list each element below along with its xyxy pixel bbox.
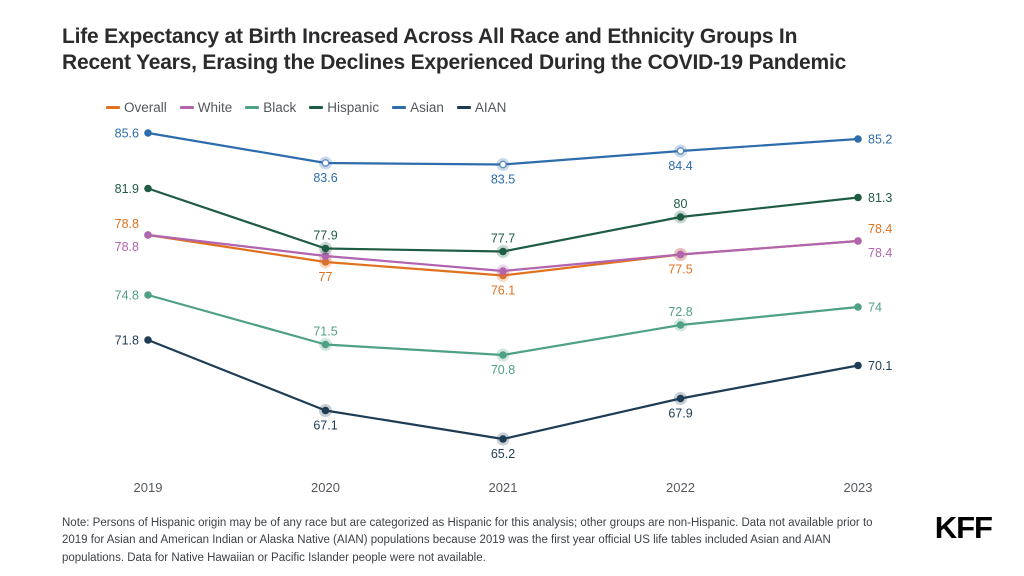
- data-label-aian: 67.1: [313, 419, 337, 433]
- footnote: Note: Persons of Hispanic origin may be …: [62, 517, 873, 564]
- data-label-asian: 85.6: [115, 127, 139, 141]
- legend-label: Overall: [124, 100, 167, 115]
- data-label-black: 70.8: [491, 363, 515, 377]
- legend-swatch-aian: [456, 106, 471, 109]
- data-label-aian: 65.2: [491, 447, 515, 461]
- data-point-asian: [144, 129, 152, 137]
- data-point-hispanic: [499, 247, 507, 256]
- legend-item-white: White: [179, 100, 233, 115]
- x-axis-label-2019: 2019: [134, 480, 163, 495]
- legend-label: AIAN: [474, 100, 507, 115]
- legend-swatch-hispanic: [309, 106, 324, 109]
- series-line-black: [146, 293, 860, 357]
- legend-item-aian: AIAN: [456, 100, 507, 115]
- data-point-asian: [854, 135, 862, 143]
- data-point-aian: [321, 406, 330, 415]
- legend-label: Hispanic: [327, 100, 380, 115]
- x-axis-label-2020: 2020: [311, 480, 340, 495]
- data-point-hispanic: [676, 213, 685, 221]
- data-point-black: [144, 291, 152, 299]
- data-point-black: [676, 321, 685, 329]
- data-label-asian: 85.2: [868, 133, 892, 147]
- data-point-asian: [321, 159, 330, 167]
- legend-item-asian: Asian: [392, 100, 444, 115]
- data-label-white: 78.4: [868, 246, 892, 260]
- data-label-overall: 78.8: [115, 217, 139, 231]
- x-axis-label-2022: 2022: [666, 480, 695, 495]
- data-label-black: 71.5: [313, 325, 337, 339]
- chart-legend: Overall White Black Hispanic Asian AIAN: [106, 100, 506, 115]
- data-label-hispanic: 81.3: [868, 191, 892, 205]
- legend-item-black: Black: [245, 100, 296, 115]
- data-label-overall: 77: [319, 270, 333, 284]
- data-point-aian: [676, 394, 685, 403]
- x-axis-label-2021: 2021: [489, 480, 518, 495]
- legend-item-hispanic: Hispanic: [309, 100, 379, 115]
- legend-label: Black: [263, 100, 297, 115]
- data-label-aian: 71.8: [115, 334, 139, 348]
- data-label-asian: 83.5: [491, 173, 515, 187]
- data-label-hispanic: 77.9: [313, 229, 337, 243]
- data-label-asian: 84.4: [668, 159, 692, 173]
- legend-label: White: [197, 100, 233, 115]
- data-point-aian: [499, 435, 507, 443]
- data-label-asian: 83.6: [313, 171, 337, 185]
- data-label-overall: 77.5: [668, 263, 692, 277]
- data-label-white: 78.8: [115, 240, 139, 254]
- data-point-white: [854, 237, 862, 245]
- data-label-hispanic: 77.7: [491, 232, 515, 246]
- data-point-hispanic: [854, 193, 862, 202]
- data-point-aian: [144, 336, 152, 344]
- data-point-black: [321, 340, 330, 349]
- data-label-black: 74: [868, 301, 882, 315]
- page-title: Life Expectancy at Birth Increased Acros…: [62, 24, 982, 76]
- data-label-black: 72.8: [668, 305, 692, 319]
- legend-swatch-asian: [392, 106, 407, 109]
- data-point-asian: [676, 147, 685, 155]
- legend-swatch-overall: [106, 106, 120, 109]
- legend-swatch-white: [179, 106, 194, 109]
- data-label-aian: 67.9: [668, 407, 692, 421]
- data-point-hispanic: [144, 184, 152, 193]
- x-axis-label-2023: 2023: [844, 480, 873, 495]
- data-label-aian: 70.1: [868, 359, 892, 373]
- data-label-hispanic: 81.9: [115, 182, 139, 196]
- data-point-asian: [499, 160, 507, 169]
- data-point-white: [499, 267, 507, 275]
- legend-item-overall: Overall: [106, 100, 167, 115]
- data-label-overall: 78.4: [868, 222, 892, 236]
- data-label-black: 74.8: [115, 289, 139, 303]
- data-point-black: [499, 351, 507, 359]
- data-point-white: [144, 231, 152, 239]
- data-point-hispanic: [321, 244, 330, 253]
- data-point-black: [854, 303, 862, 311]
- page-title-line1: Life Expectancy at Birth Increased Acros…: [62, 25, 798, 48]
- kff-logo: KFF: [934, 510, 993, 545]
- legend-swatch-black: [245, 106, 260, 109]
- page-title-line2: Recent Years, Erasing the Declines Exper…: [62, 51, 847, 75]
- data-label-hispanic: 80: [674, 197, 688, 211]
- data-point-white: [676, 250, 685, 259]
- data-point-white: [321, 252, 330, 260]
- legend-label: Asian: [410, 100, 444, 115]
- data-point-aian: [854, 361, 862, 370]
- data-label-overall: 76.1: [491, 284, 515, 298]
- data-point-overall: [321, 258, 330, 266]
